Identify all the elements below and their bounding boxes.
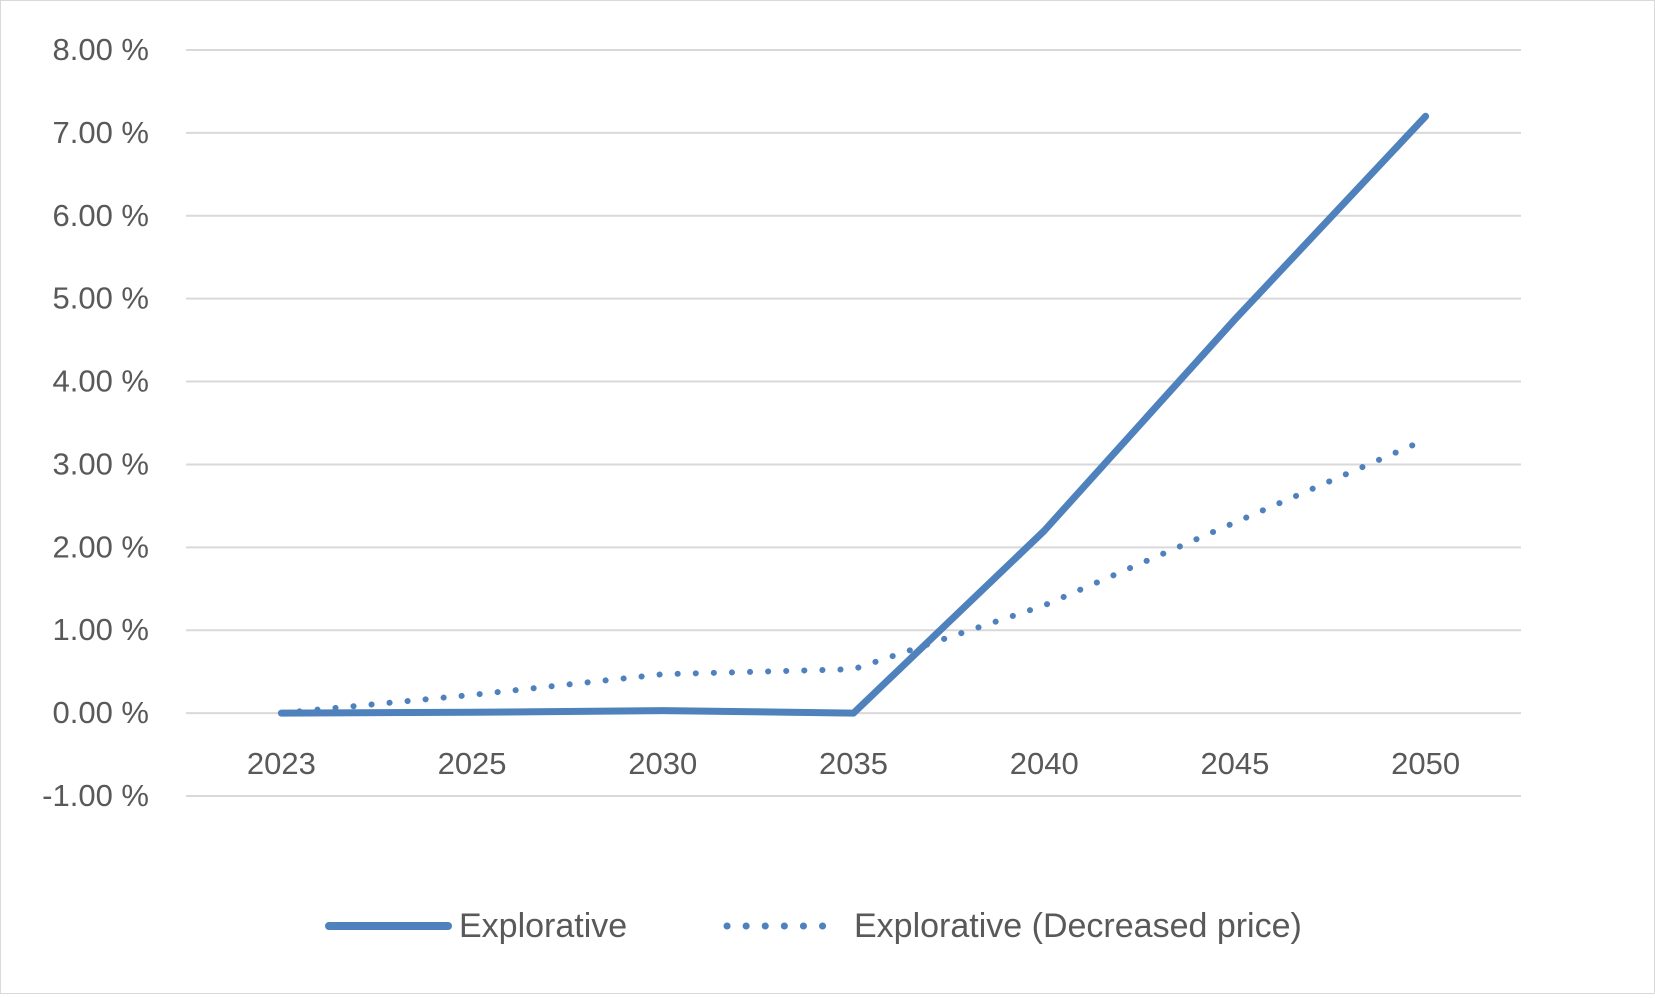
y-tick-label: 5.00 % [52, 281, 149, 316]
x-tick-label: 2030 [628, 746, 697, 781]
series-lines [277, 112, 1430, 717]
series-line-explorative [277, 112, 1430, 717]
legend: Explorative Explorative (Decreased price) [325, 907, 1302, 945]
y-axis-tick-labels: -1.00 % 0.00 % 1.00 % 2.00 % 3.00 % 4.00 % 5.0… [42, 32, 149, 813]
y-tick-label: 0.00 % [52, 695, 149, 730]
series-line-explorative-decreased-price [278, 436, 1429, 717]
gridlines [186, 49, 1521, 797]
y-tick-label: 4.00 % [52, 364, 149, 399]
x-tick-label: 2023 [247, 746, 316, 781]
x-tick-label: 2025 [438, 746, 507, 781]
x-tick-label: 2045 [1200, 746, 1269, 781]
x-axis-tick-labels: 2023 2025 2030 2035 2040 2045 2050 [247, 746, 1460, 781]
x-tick-label: 2050 [1391, 746, 1460, 781]
y-tick-label: 3.00 % [52, 446, 149, 481]
y-tick-label: -1.00 % [42, 778, 149, 813]
y-tick-label: 8.00 % [52, 32, 149, 67]
y-tick-label: 6.00 % [52, 198, 149, 233]
legend-label-explorative-decreased-price: Explorative (Decreased price) [854, 907, 1302, 945]
y-tick-label: 1.00 % [52, 612, 149, 647]
x-tick-label: 2040 [1010, 746, 1079, 781]
legend-label-explorative: Explorative [459, 907, 627, 945]
x-tick-label: 2035 [819, 746, 888, 781]
y-tick-label: 2.00 % [52, 529, 149, 564]
y-tick-label: 7.00 % [52, 115, 149, 150]
